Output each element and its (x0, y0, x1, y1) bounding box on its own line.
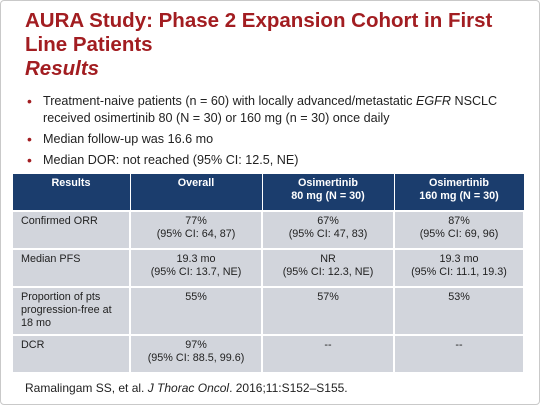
title-line-1: AURA Study: Phase 2 Expansion Cohort in … (25, 9, 493, 32)
table-row: DCR 97% (95% CI: 88.5, 99.6) -- -- (11, 334, 525, 374)
table-cell: -- (393, 334, 525, 374)
results-table: Results Overall Osimertinib 80 mg (N = 3… (11, 174, 525, 374)
bullet-text-italic: EGFR (415, 94, 451, 108)
row-label: Confirmed ORR (11, 210, 131, 250)
table-row: Proportion of pts progression-free at 18… (11, 286, 525, 336)
citation: Ramalingam SS, et al. J Thorac Oncol. 20… (25, 381, 525, 395)
bullet-item: Median DOR: not reached (95% CI: 12.5, N… (25, 152, 525, 169)
table-cell: 67% (95% CI: 47, 83) (261, 210, 395, 250)
citation-details: . 2016;11:S152–S155. (229, 381, 348, 395)
table-row: Median PFS 19.3 mo (95% CI: 13.7, NE) NR(… (11, 248, 525, 288)
citation-authors: Ramalingam SS, et al. (25, 381, 148, 395)
row-label: Proportion of pts progression-free at 18… (11, 286, 131, 336)
header-cell-160mg: Osimertinib 160 mg (N = 30) (393, 174, 525, 211)
bullet-text-post: NSCLC received osimertinib 80 (N = 30) o… (43, 94, 498, 125)
table-cell: 97% (95% CI: 88.5, 99.6) (129, 334, 263, 374)
citation-journal: J Thorac Oncol (147, 381, 230, 395)
header-cell-results: Results (11, 174, 131, 211)
table-cell: 77% (95% CI: 64, 87) (129, 210, 263, 250)
table-cell: 57% (261, 286, 395, 336)
table-cell: 53% (393, 286, 525, 336)
bullet-item: Median follow-up was 16.6 mo (25, 131, 525, 148)
row-label: Median PFS (11, 248, 131, 288)
table-cell: 19.3 mo (95% CI: 11.1, 19.3) (393, 248, 525, 288)
title-subtitle: Results (25, 57, 100, 80)
row-label: DCR (11, 334, 131, 374)
slide-title: AURA Study: Phase 2 Expansion Cohort in … (25, 9, 525, 81)
bullet-item: Treatment-naive patients (n = 60) with l… (25, 93, 525, 127)
bullet-text: Median follow-up was 16.6 mo (43, 132, 214, 146)
table-cell: 55% (129, 286, 263, 336)
table-row: Confirmed ORR 77% (95% CI: 64, 87) 67% (95… (11, 210, 525, 250)
table-cell: -- (261, 334, 395, 374)
table-cell: 19.3 mo (95% CI: 13.7, NE) (129, 248, 263, 288)
table-cell: NR (95% CI: 12.3, NE) (261, 248, 395, 288)
title-line-2: Line Patients (25, 33, 153, 56)
table-cell: 87% (95% CI: 69, 96) (393, 210, 525, 250)
bullet-text: Median DOR: not reached (95% CI: 12.5, N… (43, 153, 299, 167)
header-cell-overall: Overall (129, 174, 263, 211)
bullet-text-pre: Treatment-naive patients (n = 60) with l… (43, 94, 416, 108)
table-header-row: Results Overall Osimertinib 80 mg (N = 3… (11, 174, 525, 211)
header-cell-80mg: Osimertinib 80 mg (N = 30) (261, 174, 395, 211)
bullet-list: Treatment-naive patients (n = 60) with l… (25, 93, 525, 173)
